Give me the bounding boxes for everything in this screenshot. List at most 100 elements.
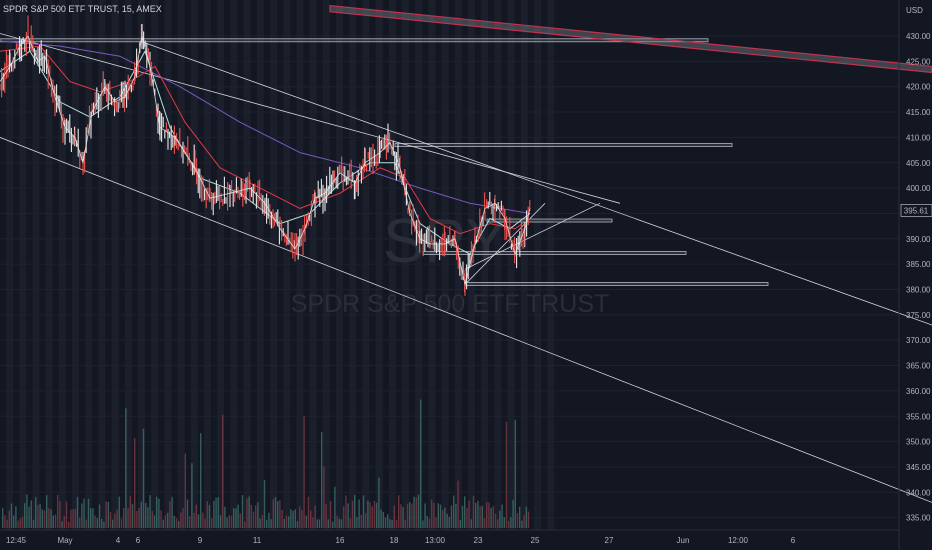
support-resistance-zone[interactable] <box>422 251 687 255</box>
volume-bar <box>494 513 497 528</box>
volume-bar <box>57 494 59 528</box>
volume-bar <box>406 503 409 528</box>
volume-bar <box>48 508 50 528</box>
volume-bar <box>120 518 123 528</box>
volume-bar <box>433 503 435 528</box>
session-band <box>388 0 396 530</box>
volume-bar <box>459 520 461 528</box>
session-band <box>164 0 172 530</box>
volume-bar <box>138 507 140 528</box>
volume-bar <box>314 505 316 528</box>
volume-bar <box>446 513 448 528</box>
y-tick-label: 400.00 <box>906 184 931 193</box>
volume-bar <box>400 504 402 528</box>
x-tick-label: 16 <box>336 536 345 545</box>
volume-bar <box>226 517 228 528</box>
volume-bar <box>224 506 226 528</box>
session-band <box>111 0 119 530</box>
volume-bar <box>323 466 325 528</box>
session-band <box>45 0 53 530</box>
volume-bar <box>208 504 211 528</box>
volume-bar <box>76 496 79 528</box>
trendline[interactable] <box>139 40 932 326</box>
volume-bar <box>125 408 127 528</box>
x-tick-label: 25 <box>531 536 540 545</box>
volume-bar <box>420 399 422 528</box>
y-tick-label: 355.00 <box>906 412 931 421</box>
volume-bar <box>147 507 149 528</box>
volume-bar <box>336 515 338 528</box>
volume-bar <box>444 507 446 528</box>
volume-bar <box>519 506 521 528</box>
volume-bar <box>351 500 354 528</box>
volume-bar <box>349 518 351 528</box>
volume-bar <box>347 503 349 528</box>
volume-bar <box>259 518 261 528</box>
volume-bar <box>312 517 314 528</box>
volume-bar <box>448 516 450 528</box>
volume-bar <box>263 479 266 528</box>
session-band <box>534 0 541 530</box>
volume-bar <box>116 509 118 528</box>
support-resistance-zone[interactable] <box>464 282 769 286</box>
session-band <box>309 0 317 530</box>
volume-bar <box>17 520 19 528</box>
volume-bar <box>74 508 76 528</box>
last-price-label: 395.61 <box>904 206 929 215</box>
volume-bar <box>268 512 270 528</box>
support-resistance-zone[interactable] <box>394 143 733 147</box>
volume-bar <box>114 513 116 528</box>
volume-bar <box>442 509 444 528</box>
x-tick-label: 4 <box>116 536 121 545</box>
support-resistance-zone[interactable] <box>486 218 613 223</box>
volume-bar <box>10 503 13 528</box>
volume-bar <box>301 509 303 528</box>
session-band <box>32 0 40 530</box>
volume-bar <box>228 515 230 528</box>
horizontal-zones[interactable] <box>0 38 769 286</box>
volume-bar <box>490 507 492 528</box>
session-band <box>256 0 264 530</box>
y-tick-label: 420.00 <box>906 83 931 92</box>
support-resistance-zone[interactable] <box>0 38 709 43</box>
volume-bar <box>402 507 404 528</box>
session-band <box>283 0 291 530</box>
volume-bar <box>307 496 310 528</box>
session-band <box>520 0 528 530</box>
volume-bar <box>501 504 503 528</box>
trendline[interactable] <box>0 33 621 204</box>
volume-bar <box>54 514 57 528</box>
trendline[interactable] <box>464 202 601 270</box>
volume-bar <box>305 515 307 528</box>
trendline[interactable] <box>464 203 546 285</box>
volume-bar <box>239 513 241 528</box>
volume-bar <box>461 505 464 528</box>
volume-bar <box>521 520 523 528</box>
volume-bar <box>288 516 290 528</box>
x-axis[interactable]: 12:45 May 4 6 9 11 16 18 13:00 23 25 27 Jun 12:00 6 <box>0 529 899 545</box>
volume-bar <box>380 509 382 528</box>
volume-bar <box>257 502 259 528</box>
ma-line-purple <box>0 40 531 214</box>
volume-bar <box>173 515 175 528</box>
session-band <box>402 0 409 530</box>
y-tick-label: 345.00 <box>906 463 931 472</box>
y-axis[interactable]: 430.00 425.00 420.00 415.00 410.00 405.00 400.… <box>898 0 931 550</box>
trendlines[interactable] <box>0 4 932 503</box>
y-tick-label: 430.00 <box>906 32 931 41</box>
ema-line-teal <box>0 50 531 255</box>
volume-bar <box>246 498 248 528</box>
volume-bar <box>21 516 24 528</box>
red-channel[interactable] <box>329 4 932 74</box>
trendline[interactable] <box>0 137 932 503</box>
session-band <box>507 0 515 530</box>
volume-bar <box>378 477 380 528</box>
volume-bar <box>169 501 171 528</box>
volume-bar <box>151 511 153 528</box>
volume-bar <box>129 496 131 528</box>
volume-bar <box>497 519 499 528</box>
volume-bar <box>107 501 109 528</box>
volume-bar <box>395 519 398 528</box>
volume-bar <box>134 438 136 528</box>
